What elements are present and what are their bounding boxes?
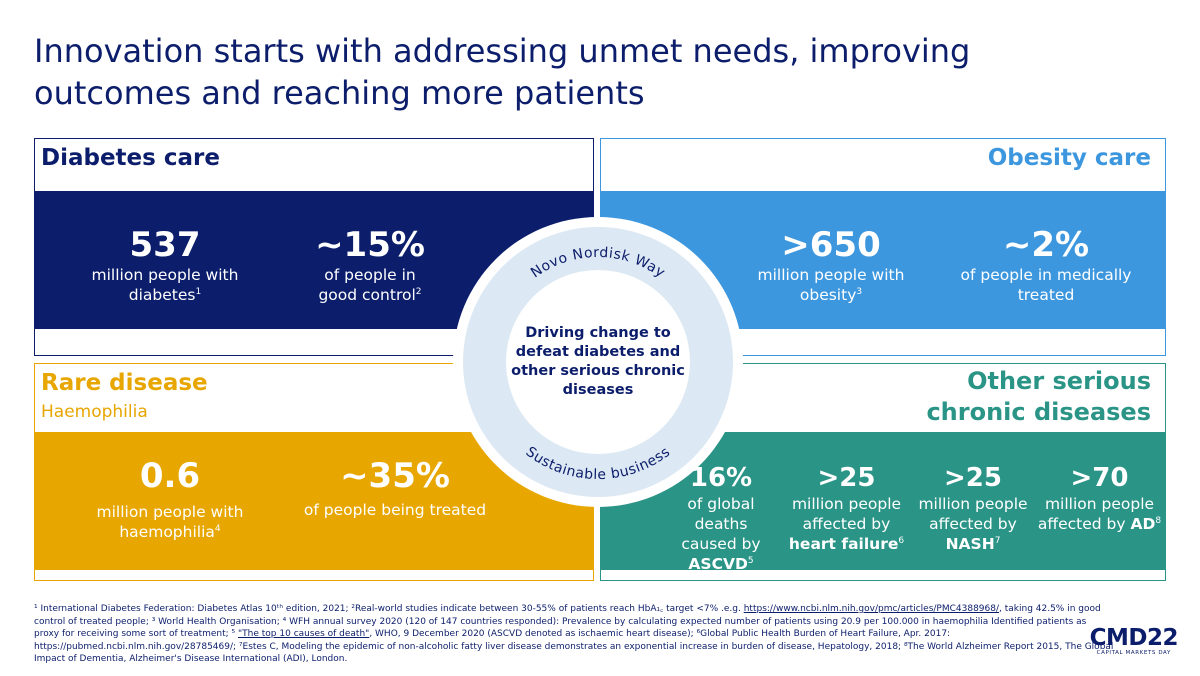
circle-arc-labels: Novo Nordisk Way Sustainable business bbox=[523, 245, 673, 483]
footnote-text: ¹ International Diabetes Federation: Dia… bbox=[34, 604, 741, 614]
stat-heart-failure: >25 million people affected by heart failu… bbox=[784, 462, 909, 554]
stat-number: 0.6 bbox=[139, 456, 201, 496]
footnote-ref: 1 bbox=[195, 286, 202, 297]
logo-main: CMD22 bbox=[1089, 625, 1179, 651]
footnote-ref: 2 bbox=[415, 286, 422, 297]
stat-label-line: of people in medically bbox=[960, 266, 1132, 284]
footnote-ref: 5 bbox=[747, 555, 754, 566]
footnote-ref: 3 bbox=[856, 286, 863, 297]
diabetes-heading: Diabetes care bbox=[41, 145, 220, 171]
disease-name: heart failure bbox=[788, 535, 899, 553]
logo-sub: CAPITAL MARKETS DAY bbox=[1096, 650, 1171, 656]
stat-label-line: of people in bbox=[324, 266, 416, 284]
stat-number: ~2% bbox=[1002, 225, 1090, 265]
stat-ascvd: 16% of global deaths caused by ASCVD5 bbox=[661, 462, 781, 574]
stat-number: 16% bbox=[689, 463, 753, 493]
rare-subheading: Haemophilia bbox=[41, 402, 148, 422]
stat-label-line: affected by bbox=[1037, 515, 1126, 533]
stat-label-line: affected by bbox=[929, 515, 1017, 533]
footnote-ref: 7 bbox=[994, 535, 1001, 546]
footnote-ref: 6 bbox=[898, 535, 905, 546]
footnote-ref: 8 bbox=[1155, 515, 1162, 526]
stat-haemophilia-treated: ~35% of people being treated bbox=[295, 456, 495, 520]
page-title: Innovation starts with addressing unmet … bbox=[34, 32, 971, 112]
stat-label-line: of global deaths bbox=[687, 495, 755, 533]
footnote-link[interactable]: https://www.ncbi.nlm.nih.gov/pmc/article… bbox=[743, 604, 1000, 614]
stat-label-line: caused by bbox=[681, 535, 761, 553]
disease-name: NASH bbox=[945, 535, 995, 553]
stat-number: >70 bbox=[1070, 463, 1129, 493]
stat-label-line: of people being treated bbox=[303, 501, 487, 519]
stat-label-line: good control bbox=[318, 286, 416, 304]
stat-label-line: million people bbox=[1044, 495, 1155, 513]
stat-number: >25 bbox=[817, 463, 876, 493]
stat-label-line: diabetes bbox=[128, 286, 196, 304]
footnote-text: , WHO, 9 December 2020 (ASCVD denoted as… bbox=[34, 629, 1114, 664]
cmd22-logo: CMD22 CAPITAL MARKETS DAY bbox=[1089, 625, 1179, 656]
circle-center-text: Driving change to defeat diabetes and ot… bbox=[511, 325, 685, 398]
footnote-text: , taking 42.5% in good control of treate… bbox=[34, 604, 1101, 639]
footnotes: ¹ International Diabetes Federation: Dia… bbox=[34, 603, 1114, 666]
disease-name: AD bbox=[1130, 515, 1156, 533]
other-heading: Other serious chronic diseases bbox=[926, 366, 1151, 428]
other-heading-line: Other serious bbox=[967, 367, 1151, 395]
stat-label-line: million people bbox=[918, 495, 1028, 513]
stat-number: 537 bbox=[129, 225, 201, 265]
stat-number: ~35% bbox=[340, 456, 450, 496]
footnote-ref: 4 bbox=[214, 523, 221, 534]
stat-label-line: million people with bbox=[91, 266, 239, 284]
stat-label-line: obesity bbox=[799, 286, 857, 304]
stat-obesity-treated: ~2% of people in medically treated bbox=[951, 225, 1141, 305]
stat-nash: >25 million people affected by NASH7 bbox=[913, 462, 1033, 554]
footnote-link[interactable]: "The top 10 causes of death" bbox=[238, 629, 370, 639]
stat-label-line: treated bbox=[1017, 286, 1075, 304]
other-heading-line: chronic diseases bbox=[926, 398, 1151, 426]
novo-nordisk-way-circle: Novo Nordisk Way Sustainable business Dr… bbox=[453, 217, 743, 507]
stat-label-line: million people bbox=[791, 495, 902, 513]
rare-heading: Rare disease bbox=[41, 370, 208, 396]
stat-diabetes-people: 537 million people with diabetes1 bbox=[75, 225, 255, 305]
obesity-heading: Obesity care bbox=[987, 145, 1151, 171]
obesity-band: >650 million people with obesity3 ~2% of … bbox=[601, 191, 1165, 329]
stat-label-line: million people with bbox=[757, 266, 905, 284]
stat-number: >25 bbox=[944, 463, 1002, 493]
stat-label-line: million people with bbox=[96, 503, 244, 521]
stat-ad: >70 million people affected by AD8 bbox=[1037, 462, 1162, 534]
stat-obesity-people: >650 million people with obesity3 bbox=[741, 225, 921, 305]
stat-haemophilia-people: 0.6 million people with haemophilia4 bbox=[80, 456, 260, 542]
stat-label-line: affected by bbox=[802, 515, 891, 533]
stat-diabetes-control: ~15% of people in good control2 bbox=[285, 225, 455, 305]
stat-number: ~15% bbox=[315, 225, 425, 265]
stat-number: >650 bbox=[781, 225, 881, 265]
disease-name: ASCVD bbox=[688, 555, 748, 573]
stat-label-line: haemophilia bbox=[119, 523, 215, 541]
